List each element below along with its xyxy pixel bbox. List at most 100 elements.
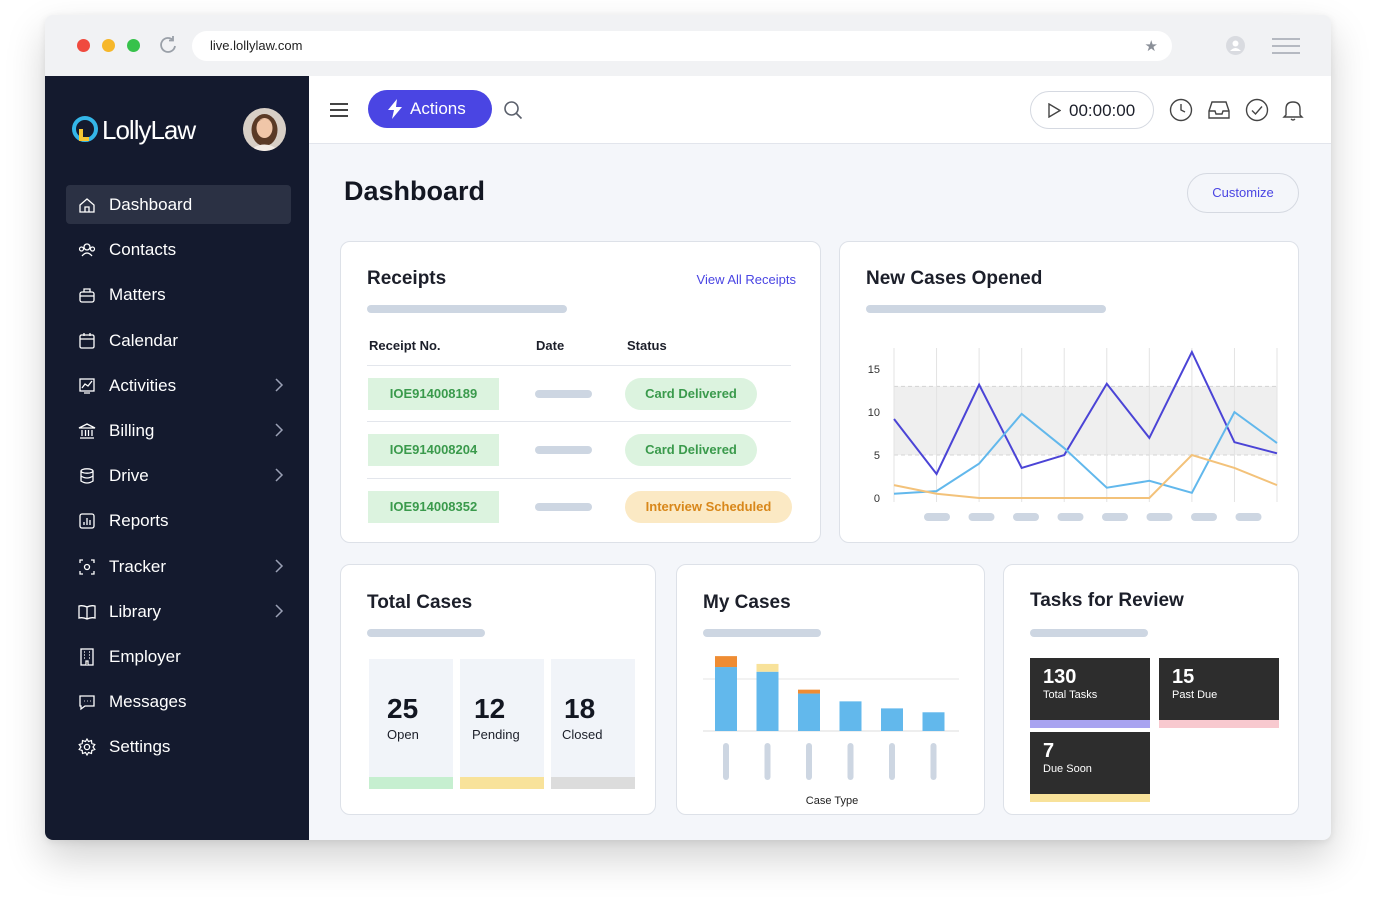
book-icon xyxy=(78,604,96,620)
sidebar-nav: Dashboard Contacts Matters Calendar Activiti… xyxy=(66,185,291,772)
sidebar-item-settings[interactable]: Settings xyxy=(66,727,291,766)
x-label-placeholder xyxy=(1102,513,1128,521)
sidebar-item-label: Library xyxy=(109,601,161,621)
due-soon-color-bar xyxy=(1030,794,1150,802)
pending-cases-box[interactable]: 12 Pending xyxy=(460,659,544,789)
x-label-placeholder xyxy=(1013,513,1039,521)
view-all-receipts-link[interactable]: View All Receipts xyxy=(696,272,796,287)
briefcase-icon xyxy=(79,288,95,304)
minimize-window-dot[interactable] xyxy=(102,39,115,52)
timer-display: 00:00:00 xyxy=(1069,101,1136,120)
past-due-count: 15 xyxy=(1172,666,1195,688)
logo-mark-icon xyxy=(72,116,98,142)
bar-segment xyxy=(881,708,903,731)
past-due-color-bar xyxy=(1159,720,1279,728)
chevron-right-icon[interactable] xyxy=(273,422,285,438)
browser-menu-icon[interactable] xyxy=(1272,37,1300,55)
clock-icon[interactable] xyxy=(1169,98,1193,122)
sidebar-item-library[interactable]: Library xyxy=(66,592,291,631)
chevron-right-icon[interactable] xyxy=(273,377,285,393)
x-label-placeholder xyxy=(806,743,812,780)
open-cases-color-bar xyxy=(369,777,453,789)
sidebar-item-drive[interactable]: Drive xyxy=(66,456,291,495)
top-bar: Actions 00:00:00 xyxy=(309,76,1331,144)
building-icon xyxy=(80,648,94,666)
new-cases-line-chart: 15 10 5 0 xyxy=(868,348,1278,521)
date-placeholder xyxy=(535,390,592,398)
tasks-title: Tasks for Review xyxy=(1030,590,1184,611)
receipt-number[interactable]: IOE914008204 xyxy=(368,434,499,466)
sidebar: LollyLaw Dashboard Contacts Matters Calenda… xyxy=(45,76,309,840)
total-tasks-label: Total Tasks xyxy=(1043,689,1098,701)
receipt-number[interactable]: IOE914008189 xyxy=(368,378,499,410)
maximize-window-dot[interactable] xyxy=(127,39,140,52)
new-cases-title: New Cases Opened xyxy=(866,268,1043,289)
time-tracker-button[interactable]: 00:00:00 xyxy=(1030,91,1154,129)
chevron-right-icon[interactable] xyxy=(273,558,285,574)
inbox-icon[interactable] xyxy=(1207,98,1231,122)
chevron-right-icon[interactable] xyxy=(273,603,285,619)
sidebar-item-contacts[interactable]: Contacts xyxy=(66,230,291,269)
sidebar-item-dashboard[interactable]: Dashboard xyxy=(66,185,291,224)
search-icon[interactable] xyxy=(503,100,523,120)
browser-window: live.lollylaw.com ★ LollyLaw xyxy=(45,15,1331,840)
sidebar-item-matters[interactable]: Matters xyxy=(66,275,291,314)
status-badge: Card Delivered xyxy=(625,378,757,410)
x-label-placeholder xyxy=(1191,513,1217,521)
open-cases-label: Open xyxy=(387,727,419,742)
logo-text: LollyLaw xyxy=(102,115,196,145)
reload-icon[interactable] xyxy=(157,34,179,56)
total-tasks-color-bar xyxy=(1030,720,1150,728)
date-placeholder xyxy=(535,446,592,454)
bar-segment xyxy=(756,671,779,731)
customize-button[interactable]: Customize xyxy=(1187,173,1299,213)
bar-segment xyxy=(715,667,737,731)
check-circle-icon[interactable] xyxy=(1245,98,1269,122)
pending-cases-count: 12 xyxy=(474,693,506,724)
browser-profile-icon[interactable] xyxy=(1226,36,1245,55)
open-cases-box[interactable]: 25 Open xyxy=(369,659,453,789)
user-avatar[interactable] xyxy=(243,108,286,151)
sidebar-item-reports[interactable]: Reports xyxy=(66,501,291,540)
pending-cases-color-bar xyxy=(460,777,544,789)
close-window-dot[interactable] xyxy=(77,39,90,52)
x-label-placeholder xyxy=(764,743,771,780)
due-soon-tile[interactable]: 7 Due Soon xyxy=(1030,732,1150,802)
bell-icon[interactable] xyxy=(1281,98,1305,122)
bookmark-star-icon[interactable]: ★ xyxy=(1144,38,1158,55)
lollylaw-logo[interactable]: LollyLaw xyxy=(71,112,211,146)
title-placeholder-bar xyxy=(703,629,821,637)
series-line-2 xyxy=(893,410,1278,495)
due-soon-label: Due Soon xyxy=(1043,763,1092,775)
bar-segment xyxy=(798,693,820,731)
activities-icon xyxy=(79,378,95,394)
play-icon xyxy=(1048,103,1061,118)
x-label-placeholder xyxy=(968,513,995,521)
bar-segment xyxy=(922,712,945,731)
sidebar-item-calendar[interactable]: Calendar xyxy=(66,321,291,360)
sidebar-item-tracker[interactable]: Tracker xyxy=(66,547,291,586)
total-tasks-tile[interactable]: 130 Total Tasks xyxy=(1030,658,1150,728)
past-due-tile[interactable]: 15 Past Due xyxy=(1159,658,1279,728)
my-cases-card: My Cases Case Type xyxy=(676,564,985,815)
home-icon xyxy=(79,198,95,213)
actions-button[interactable]: Actions xyxy=(368,90,492,128)
sidebar-item-billing[interactable]: Billing xyxy=(66,411,291,450)
sidebar-item-messages[interactable]: Messages xyxy=(66,682,291,721)
closed-cases-box[interactable]: 18 Closed xyxy=(551,659,635,789)
address-bar[interactable]: live.lollylaw.com ★ xyxy=(192,31,1172,61)
x-label-placeholder xyxy=(924,513,950,521)
sidebar-item-label: Contacts xyxy=(109,240,177,260)
receipt-number[interactable]: IOE914008352 xyxy=(368,491,499,523)
status-badge: Interview Scheduled xyxy=(625,491,792,523)
sidebar-item-label: Billing xyxy=(109,420,155,440)
hamburger-menu-icon[interactable] xyxy=(330,102,348,118)
total-cases-title: Total Cases xyxy=(367,592,473,613)
x-axis-label: Case Type xyxy=(806,795,858,807)
x-label-placeholder xyxy=(723,743,729,780)
chevron-right-icon[interactable] xyxy=(273,467,285,483)
date-placeholder xyxy=(535,503,592,511)
sidebar-item-employer[interactable]: Employer xyxy=(66,637,291,676)
x-label-placeholder xyxy=(1057,513,1084,521)
sidebar-item-activities[interactable]: Activities xyxy=(66,366,291,405)
